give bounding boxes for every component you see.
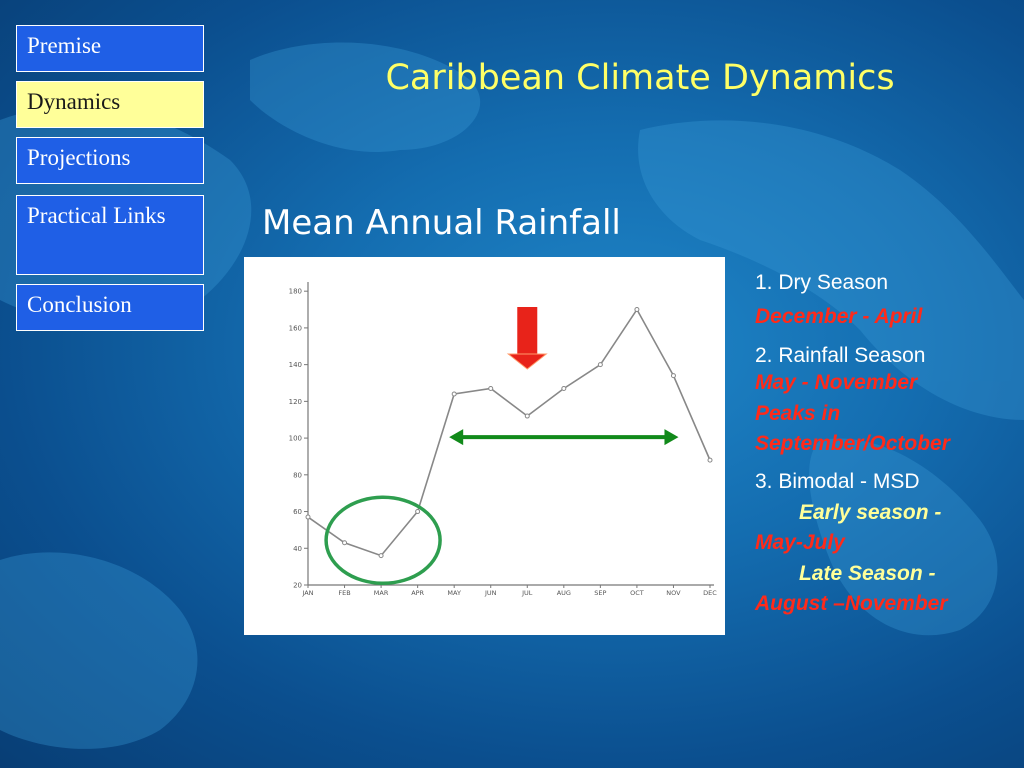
y-tick-label: 100 [289, 435, 302, 443]
dry-season-circle [324, 495, 442, 586]
x-tick-label: JUL [521, 589, 533, 597]
data-point [488, 386, 494, 392]
early-season-label: Early season - [799, 500, 942, 524]
x-tick-label: APR [411, 589, 424, 597]
nav-item-dynamics[interactable]: Dynamics [16, 81, 204, 128]
rain-peak-line-2: September/October [755, 431, 950, 455]
dry-season-range: December - April [755, 305, 923, 329]
data-point [707, 457, 713, 463]
x-tick-label: DEC [703, 589, 717, 597]
y-tick-label: 140 [289, 361, 302, 369]
data-point [634, 307, 640, 313]
x-tick-label: JUN [484, 589, 497, 597]
data-point [524, 413, 530, 419]
early-season-range: May-July [755, 531, 845, 555]
x-tick-label: SEP [594, 589, 606, 597]
data-point [305, 514, 311, 520]
x-tick-label: MAY [447, 589, 461, 597]
data-point [561, 386, 567, 392]
nav-item-projections[interactable]: Projections [16, 137, 204, 184]
y-tick-label: 180 [289, 288, 302, 296]
data-point [597, 362, 603, 368]
page-title: Caribbean Climate Dynamics [385, 58, 895, 98]
y-tick-label: 120 [289, 398, 302, 406]
msd-arrow-icon [506, 307, 548, 370]
x-tick-label: FEB [338, 589, 350, 597]
data-point [378, 553, 384, 559]
dry-season-heading: 1. Dry Season [755, 271, 889, 294]
rain-season-heading: 2. Rainfall Season [755, 343, 926, 367]
x-tick-label: OCT [630, 589, 644, 597]
rainy-season-arrow-icon [449, 429, 679, 446]
rain-peak-line-1: Peaks in [755, 401, 841, 425]
rain-season-range: May - November [755, 371, 918, 395]
late-season-range: August –November [755, 592, 948, 616]
data-point [670, 373, 676, 379]
nav-item-premise[interactable]: Premise [16, 25, 204, 72]
data-point [342, 540, 348, 546]
nav-item-practical-links[interactable]: Practical Links [16, 195, 204, 275]
y-tick-label: 60 [293, 508, 302, 516]
y-tick-label: 20 [293, 582, 302, 590]
rainfall-chart: 20 40 60 80 100 120 140 160 180 JAN FEB MAR APR MAY J… [289, 282, 717, 597]
data-point [451, 391, 457, 397]
y-tick-label: 40 [293, 545, 302, 553]
bimodal-heading: 3. Bimodal - MSD [755, 470, 920, 494]
data-point [415, 509, 421, 515]
rainfall-line [307, 308, 711, 557]
x-tick-label: MAR [374, 589, 389, 597]
x-tick-label: JAN [301, 589, 313, 597]
x-tick-label: NOV [666, 589, 681, 597]
nav-item-conclusion[interactable]: Conclusion [16, 284, 204, 331]
y-tick-label: 160 [289, 324, 302, 332]
chart-subtitle: Mean Annual Rainfall [262, 203, 621, 243]
season-notes: 1. Dry Season December - April 2. Rainfa… [755, 268, 1020, 620]
x-tick-label: AUG [557, 589, 571, 597]
late-season-label: Late Season - [799, 561, 936, 585]
y-tick-label: 80 [293, 471, 302, 479]
chart-panel: 20 40 60 80 100 120 140 160 180 JAN FEB MAR APR MAY J… [244, 257, 725, 635]
